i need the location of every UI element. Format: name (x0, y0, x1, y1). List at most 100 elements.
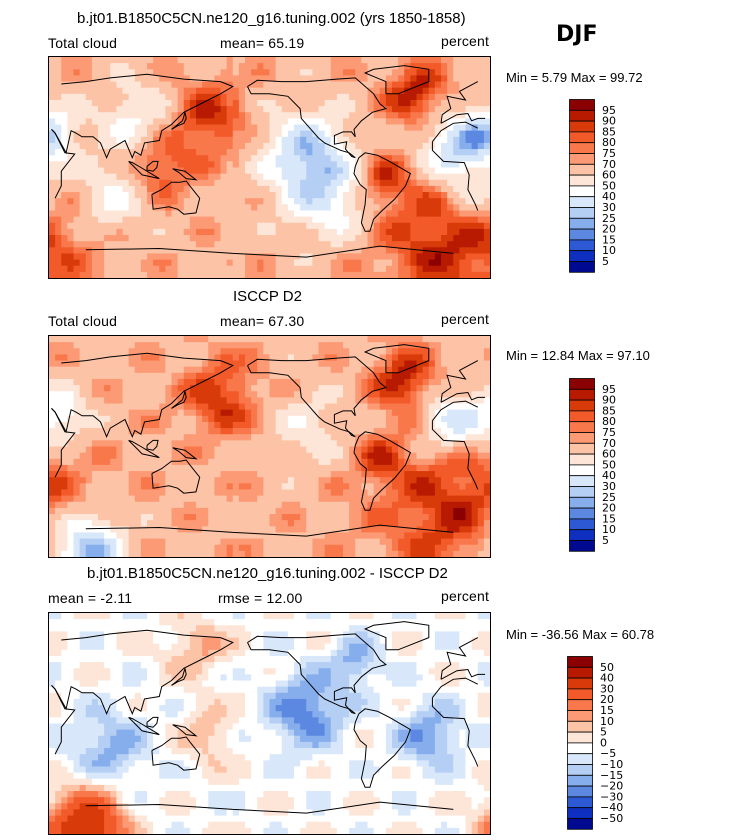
field-cell (269, 507, 277, 515)
field-cell (300, 428, 307, 435)
field-cell (196, 185, 203, 193)
field-cell (251, 428, 258, 435)
field-cell (238, 440, 246, 448)
field-cell (373, 198, 381, 205)
field-cell (208, 489, 215, 497)
field-cell (447, 167, 454, 175)
field-cell (208, 124, 215, 132)
field-cell (55, 489, 62, 497)
field-cell (122, 167, 130, 175)
field-cell (336, 464, 344, 472)
field-cell (183, 192, 191, 199)
field-cell (294, 75, 301, 83)
field-cell (306, 204, 313, 212)
field-cell (392, 75, 399, 83)
field-cell (263, 247, 271, 255)
field-cell (171, 161, 179, 169)
field-cell (257, 57, 264, 64)
field-cell (355, 397, 362, 405)
field-cell (196, 253, 203, 261)
field-cell (287, 446, 295, 454)
field-cell (434, 57, 442, 64)
field-cell (165, 69, 173, 77)
field-cell (110, 99, 117, 107)
field-cell (208, 149, 215, 156)
field-cell (269, 501, 277, 509)
field-cell (471, 507, 479, 515)
field-cell (196, 495, 203, 503)
field-cell (116, 198, 124, 205)
field-cell (140, 179, 148, 187)
field-cell (104, 477, 111, 484)
field-cell (392, 495, 399, 503)
field-cell (447, 342, 454, 349)
field-cell (73, 342, 81, 349)
field-cell (61, 179, 68, 187)
field-cell (422, 75, 430, 83)
field-cell (398, 241, 405, 248)
field-cell (232, 265, 240, 273)
field-cell (465, 409, 473, 417)
field-cell (385, 458, 393, 466)
field-cell (355, 501, 362, 509)
field-cell (134, 477, 142, 484)
field-cell (373, 360, 381, 368)
field-cell (202, 179, 209, 187)
field-cell (324, 222, 332, 230)
field-cell (398, 385, 405, 392)
field-cell (269, 235, 277, 242)
field-cell (128, 57, 136, 64)
field-cell (404, 440, 411, 448)
field-cell (367, 342, 375, 349)
field-cell (257, 161, 264, 169)
field-cell (447, 192, 454, 199)
field-cell (392, 173, 399, 181)
field-cell (428, 403, 436, 411)
field-cell (214, 434, 222, 441)
field-cell (373, 526, 381, 534)
field-cell (85, 136, 93, 144)
field-cell (483, 222, 490, 230)
field-cell (281, 428, 289, 435)
field-cell (385, 222, 393, 230)
field-cell (312, 507, 320, 515)
field-cell (410, 130, 418, 138)
field-cell (251, 136, 258, 144)
field-cell (294, 507, 301, 515)
field-cell (98, 124, 105, 132)
field-cell (312, 247, 320, 255)
field-cell (55, 532, 62, 540)
field-cell (392, 87, 399, 95)
field-cell (165, 235, 173, 242)
field-cell (483, 421, 490, 429)
field-cell (257, 348, 264, 356)
field-cell (110, 471, 117, 478)
field-cell (55, 483, 62, 491)
field-cell (147, 198, 154, 205)
field-cell (153, 124, 160, 132)
field-cell (392, 179, 399, 187)
field-cell (73, 247, 81, 255)
field-cell (257, 106, 264, 113)
field-cell (428, 514, 436, 521)
field-cell (477, 409, 485, 417)
field-cell (336, 415, 344, 423)
field-cell (196, 440, 203, 448)
field-cell (422, 372, 430, 380)
field-cell (79, 489, 87, 497)
field-cell (306, 421, 313, 429)
field-cell (447, 253, 454, 261)
field-cell (67, 403, 75, 411)
field-cell (373, 93, 381, 101)
field-cell (306, 452, 313, 460)
field-cell (294, 403, 301, 411)
field-cell (104, 204, 111, 212)
field-cell (367, 360, 375, 368)
field-cell (238, 149, 246, 156)
field-cell (98, 434, 105, 441)
field-cell (336, 458, 344, 466)
field-cell (177, 87, 185, 95)
field-cell (385, 434, 393, 441)
field-cell (318, 464, 326, 472)
field-cell (263, 63, 271, 70)
